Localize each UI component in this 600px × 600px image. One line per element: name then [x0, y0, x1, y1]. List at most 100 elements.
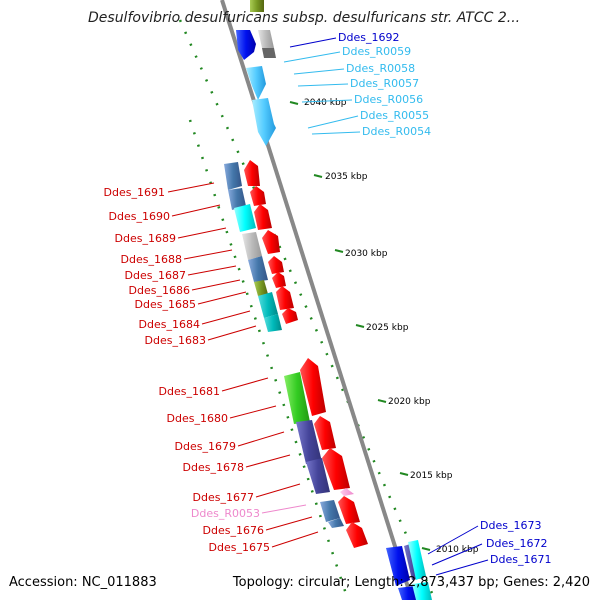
leader-line — [427, 525, 479, 555]
leader-line — [293, 68, 345, 75]
genome-summary: Topology: circular; Length: 2,873,437 bp… — [232, 575, 590, 590]
right-leader-lines — [283, 37, 489, 576]
leader-line — [307, 115, 359, 129]
leader-line — [283, 51, 341, 63]
leader-line — [197, 291, 247, 305]
gene-feature — [248, 256, 268, 282]
leader-line — [221, 377, 269, 392]
leader-line — [191, 279, 241, 291]
leader-line — [271, 531, 319, 548]
gene-label: Ddes_1687 — [125, 269, 186, 282]
gene-label: Ddes_1683 — [145, 334, 206, 347]
leader-line — [255, 483, 301, 498]
gene-arrow — [262, 230, 280, 254]
tick-label: 2040 kbp — [304, 98, 347, 108]
gene-feature — [320, 500, 340, 522]
tick-label: 2020 kbp — [388, 397, 431, 407]
tick-mark — [421, 547, 431, 551]
gene-label: Ddes_1676 — [203, 524, 264, 537]
tick-label: 2030 kbp — [345, 249, 388, 259]
gene-feature — [234, 204, 256, 232]
leader-line — [301, 99, 353, 103]
gene-label: Ddes_1692 — [338, 31, 399, 44]
leader-line — [201, 310, 251, 325]
leader-line — [289, 37, 337, 48]
gene-label: Ddes_R0055 — [360, 109, 429, 122]
leader-line — [177, 227, 227, 239]
leader-line — [171, 204, 221, 217]
left-gene-labels: Ddes_1691 Ddes_1690 Ddes_1689 Ddes_1688 … — [104, 186, 270, 554]
forward-features-top — [236, 0, 276, 146]
inner-track-features — [224, 162, 344, 528]
gene-label: Ddes_R0054 — [362, 125, 431, 138]
gene-feature — [258, 292, 278, 318]
gene-feature — [252, 98, 276, 146]
gene-label: Ddes_R0059 — [342, 45, 411, 58]
gene-arrow — [250, 186, 266, 206]
leader-line — [183, 249, 233, 260]
gene-feature — [284, 372, 310, 424]
gene-arrow — [340, 488, 354, 496]
gene-feature — [264, 314, 282, 332]
tick-mark — [289, 101, 299, 105]
tick-mark — [313, 174, 323, 178]
gene-feature — [246, 66, 266, 100]
left-leader-lines — [167, 182, 319, 548]
gene-arrow — [268, 256, 284, 274]
leader-line — [297, 83, 349, 87]
tick-label: 2015 kbp — [410, 471, 453, 481]
leader-line — [311, 131, 361, 135]
leader-line — [245, 454, 291, 468]
gene-label: Ddes_1677 — [193, 491, 254, 504]
gene-label: Ddes_1686 — [129, 284, 190, 297]
gene-feature — [328, 518, 344, 528]
leader-line — [187, 265, 237, 276]
gene-feature — [236, 30, 256, 60]
gene-label: Ddes_1681 — [159, 385, 220, 398]
gene-label: Ddes_1675 — [209, 541, 270, 554]
gene-label: Ddes_1691 — [104, 186, 165, 199]
leader-line — [207, 325, 257, 341]
gene-label: Ddes_1685 — [135, 298, 196, 311]
tick-mark — [355, 324, 365, 328]
gene-feature — [408, 540, 426, 580]
leader-line — [237, 431, 285, 447]
gene-arrow — [322, 448, 350, 490]
gene-feature — [386, 546, 410, 586]
gene-feature — [262, 48, 276, 58]
tick-mark — [334, 249, 344, 253]
gene-label: Ddes_1678 — [183, 461, 244, 474]
gene-feature — [306, 458, 330, 494]
gene-label: Ddes_R0053 — [191, 507, 260, 520]
gene-arrow — [272, 272, 286, 288]
gene-arrow — [338, 496, 360, 524]
gene-feature — [258, 30, 274, 48]
leader-line — [435, 559, 489, 576]
outer-tick-guide — [178, 19, 437, 600]
gene-feature — [412, 582, 432, 600]
tick-label: 2025 kbp — [366, 323, 409, 333]
tick-mark — [377, 399, 387, 403]
gene-label: Ddes_1684 — [139, 318, 200, 331]
gene-label: Ddes_1679 — [175, 440, 236, 453]
gene-feature — [250, 0, 264, 12]
tick-mark — [399, 472, 409, 476]
gene-feature — [242, 232, 262, 260]
gene-arrow — [314, 416, 336, 450]
gene-label: Ddes_1680 — [167, 412, 228, 425]
leader-line — [229, 405, 277, 419]
gene-label: Ddes_1689 — [115, 232, 176, 245]
gene-feature — [398, 586, 418, 600]
gene-label: Ddes_1688 — [121, 253, 182, 266]
gene-feature — [296, 420, 322, 464]
gene-label: Ddes_1671 — [490, 553, 551, 566]
tick-label: 2010 kbp — [436, 545, 479, 555]
gene-label: Ddes_1673 — [480, 519, 541, 532]
gene-label: Ddes_1672 — [486, 537, 547, 550]
accession-label: Accession: NC_011883 — [9, 575, 157, 590]
tick-labels: 2040 kbp 2035 kbp 2030 kbp 2025 kbp 2020… — [304, 98, 479, 555]
tick-label: 2035 kbp — [325, 172, 368, 182]
leader-line — [167, 182, 215, 193]
right-gene-labels: Ddes_1692 Ddes_R0059 Ddes_R0058 Ddes_R00… — [338, 31, 551, 566]
